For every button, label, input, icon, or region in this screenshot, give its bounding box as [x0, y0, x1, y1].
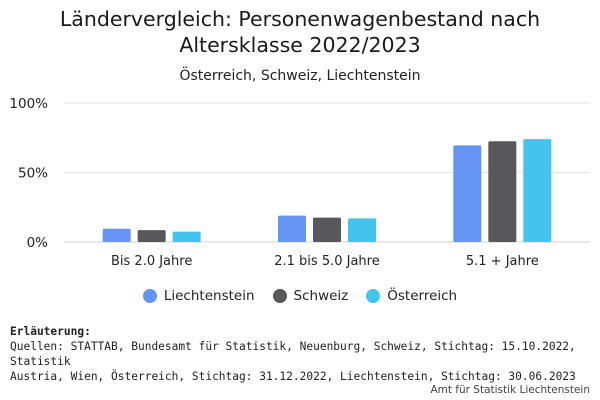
legend-label: Österreich [387, 288, 458, 304]
x-tick-label: Bis 2.0 Jahre [111, 254, 192, 269]
y-tick-label: 0% [27, 235, 49, 251]
legend-item[interactable]: Liechtenstein [142, 288, 255, 304]
notes-line-2: Austria, Wien, Österreich, Stichtag: 31.… [10, 370, 576, 383]
y-tick-label: 100% [9, 96, 48, 112]
credit-text: Amt für Statistik Liechtenstein [430, 384, 590, 396]
legend-item[interactable]: Österreich [366, 288, 457, 304]
bar [348, 218, 376, 242]
bar [313, 217, 341, 242]
legend-marker [142, 289, 157, 303]
legend-label: Liechtenstein [163, 288, 255, 304]
bar [137, 230, 166, 242]
x-tick-label: 5.1 + Jahre [466, 254, 539, 269]
bar [172, 231, 201, 242]
bar [488, 141, 517, 242]
bar [453, 145, 482, 242]
bar [278, 215, 306, 242]
legend-marker [272, 289, 287, 303]
legend-label: Schweiz [293, 288, 349, 304]
notes-title: Erläuterung: [10, 325, 91, 338]
chart-title-line-1: Ländervergleich: Personenwagenbestand na… [59, 7, 541, 31]
legend-item[interactable]: Schweiz [272, 288, 349, 304]
notes-line-1: Quellen: STATTAB, Bundesamt für Statisti… [10, 340, 576, 368]
chart-title: Ländervergleich: Personenwagenbestand na… [0, 6, 600, 58]
y-tick-label: 50% [18, 166, 48, 182]
legend-marker [366, 289, 381, 303]
chart-title-line-2: Altersklasse 2022/2023 [179, 33, 421, 57]
bar-chart: 0% 50% 100% Bis 2.0 Jahre 2.1 bis 5.0 Jahre 5… [9, 96, 590, 269]
chart-legend: Liechtenstein Schweiz Österreich [0, 288, 600, 304]
x-tick-label: 2.1 bis 5.0 Jahre [274, 254, 379, 269]
bar [102, 228, 131, 242]
chart-subtitle: Österreich, Schweiz, Liechtenstein [179, 68, 421, 84]
notes-section: Erläuterung: Quellen: STATTAB, Bundesamt… [10, 324, 590, 384]
bar [523, 139, 552, 242]
